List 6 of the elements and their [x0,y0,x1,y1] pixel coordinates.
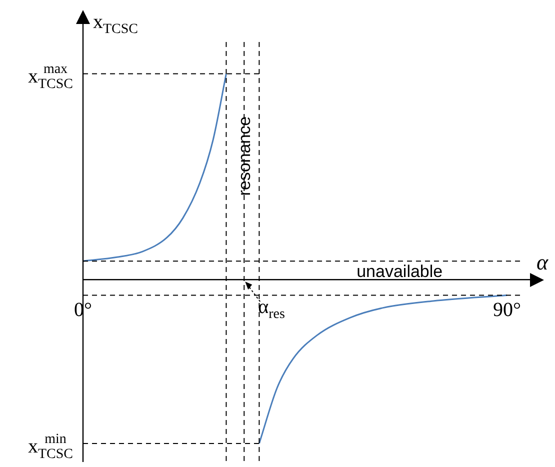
x-tick-label: 90° [493,298,522,321]
ref-line-label: α$_{res}$ [258,296,285,322]
x-axis-title: α [536,250,548,275]
annotation: resonance [234,116,254,196]
annotation: unavailable [356,262,443,281]
y-axis-title: x$_{TCSC}$ [93,10,138,36]
